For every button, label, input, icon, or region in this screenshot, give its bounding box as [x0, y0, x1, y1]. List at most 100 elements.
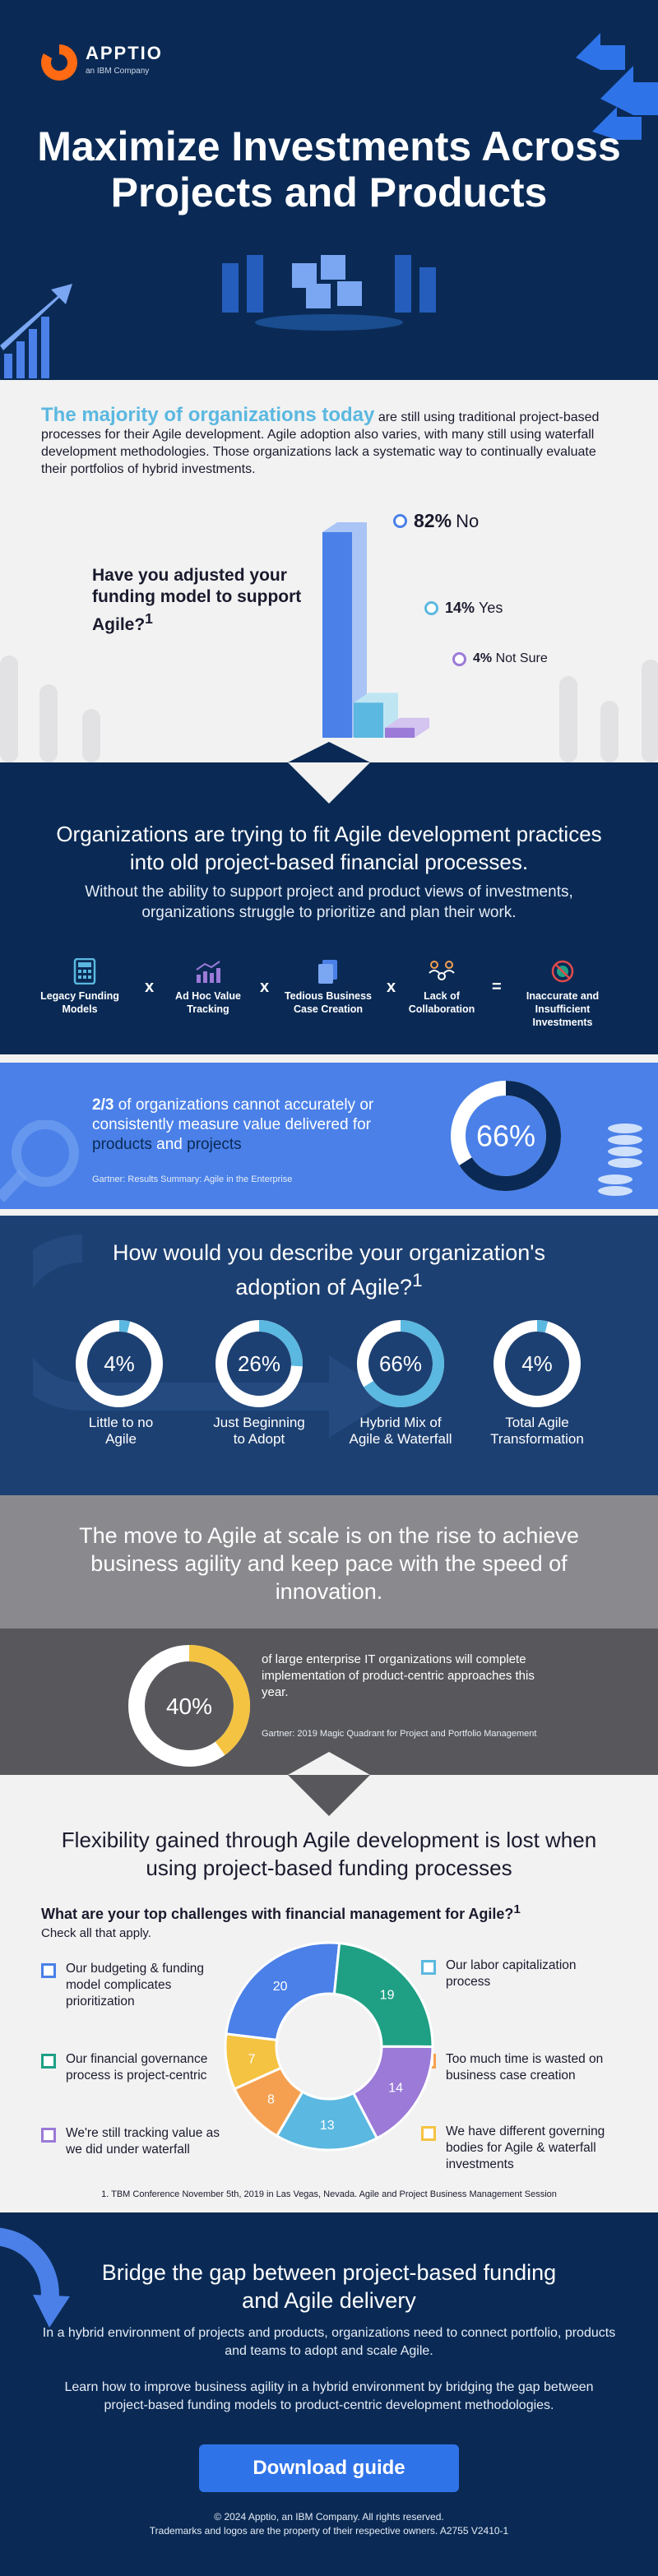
pointer-notch: [288, 1775, 370, 1816]
challenge-tracking: We're still tracking value as we did und…: [41, 2125, 239, 2158]
legend-not-sure: 4% Not Sure: [452, 651, 548, 666]
slice-value-label: 13: [320, 2119, 335, 2133]
arrow-watermark-icon: [33, 1235, 395, 1438]
challenge-labor: Our labor capitalization process: [421, 1957, 602, 1990]
operator-times: x: [387, 978, 396, 996]
donut-value-label: 66%: [476, 1119, 535, 1153]
bridge-title: Bridge the gap between project-based fun…: [101, 2260, 557, 2313]
bridge-paragraph-2: Learn how to improve business agility in…: [64, 2380, 594, 2412]
slice-value-label: 20: [273, 1980, 288, 1994]
product-centric-donut-chart: 40%: [128, 1645, 250, 1767]
brand-name: APPTIO: [86, 43, 163, 63]
bar-front: [322, 532, 352, 738]
adoption-title: How would you describe your organization…: [113, 1240, 545, 1300]
donut-66-percent: 66%: [451, 1081, 561, 1191]
growth-arrow-icon: [0, 284, 72, 378]
slice-shape: [332, 1941, 434, 2048]
checkbox-icon: [41, 1963, 56, 1978]
challenges-title: Flexibility gained through Agile develop…: [61, 1828, 597, 1880]
download-guide-button[interactable]: Download guide: [199, 2444, 459, 2492]
adoption-donut-2: 26%: [215, 1320, 303, 1407]
funding-question: Have you adjusted your funding model to …: [92, 566, 302, 634]
agile-scale-section: The move to Agile at scale is on the ris…: [0, 1495, 658, 1629]
bar-no: [322, 522, 367, 738]
challenge-slice-1: 20: [225, 1941, 341, 2042]
eq-item-adhoc: Ad Hoc Value Tracking: [175, 990, 241, 1015]
product-centric-stat: 40% of large enterprise IT organizations…: [0, 1629, 658, 1775]
slice-value-label: 19: [380, 1988, 395, 2002]
adoption-section: How would you describe your organization…: [0, 1216, 658, 1495]
challenge-governance: Our financial governance process is proj…: [41, 2051, 222, 2084]
legend-yes: 14% Yes: [424, 600, 503, 617]
move-stat-text: of large enterprise IT organizations wil…: [262, 1652, 541, 1742]
apptio-logo-icon: [41, 44, 77, 81]
adoption-donut-charts: 4% 26% 66% 4%: [76, 1320, 581, 1407]
adoption-donut-1: 4%: [76, 1320, 163, 1407]
cubes-illustration-icon: [222, 255, 436, 331]
donut-value-arc: [118, 1320, 131, 1333]
checkbox-icon: [421, 2126, 436, 2141]
operator-times: x: [145, 978, 155, 996]
pointer-notch: [288, 762, 370, 804]
copyright: © 2024 Apptio, an IBM Company. All right…: [149, 2511, 509, 2537]
challenge-slice-6: 7: [224, 2032, 283, 2091]
checkbox-icon: [421, 1960, 436, 1975]
donut-value-label: 66%: [379, 1351, 422, 1376]
eq-item-tedious: Tedious Business Case Creation: [284, 990, 373, 1015]
donut-value-label: 40%: [166, 1693, 212, 1719]
apptio-logo: APPTIO an IBM Company: [41, 44, 163, 81]
legend-no: 82% No: [393, 510, 479, 532]
intro-section: The majority of organizations today are …: [0, 380, 658, 762]
footnote: 1. TBM Conference November 5th, 2019 in …: [101, 2189, 557, 2199]
challenge-governing-bodies: We have different governing bodies for A…: [421, 2124, 619, 2173]
bridge-paragraph-1: In a hybrid environment of projects and …: [42, 2326, 616, 2358]
calculator-icon: [73, 958, 96, 985]
slice-value-label: 14: [388, 2081, 403, 2095]
challenges-instruction: Check all that apply.: [41, 1926, 151, 1940]
bar-front: [385, 727, 415, 738]
agile-fit-section: Organizations are trying to fit Agile de…: [0, 762, 658, 1054]
challenges-section: Flexibility gained through Agile develop…: [0, 1775, 658, 2212]
bridge-section: Bridge the gap between project-based fun…: [0, 2212, 658, 2576]
checkbox-icon: [41, 2054, 56, 2069]
stat-section: 2/3 of organizations cannot accurately o…: [0, 1063, 658, 1209]
adoption-donut-4: 4%: [494, 1320, 581, 1407]
funding-bar-chart: [322, 522, 429, 738]
donut-value-arc: [188, 1645, 250, 1755]
slice-shape: [225, 1941, 341, 2042]
collaboration-icon: [429, 961, 455, 980]
brand-sub: an IBM Company: [86, 67, 150, 76]
checkbox-icon: [41, 2128, 56, 2143]
operator-equals: =: [492, 978, 502, 996]
move-source: Gartner: 2019 Magic Quadrant for Project…: [262, 1729, 537, 1739]
eq-item-legacy: Legacy Funding Models: [40, 990, 119, 1015]
slice-shape: [224, 2032, 283, 2091]
bar-front: [354, 702, 383, 738]
arrows-decoration-icon: [576, 33, 658, 140]
donut-value-arc: [459, 1081, 561, 1191]
challenges-donut-chart: 20 19 14 13 8 7: [224, 1941, 434, 2152]
stat-donut-chart: 66%: [451, 1081, 561, 1191]
adoption-label-little: Little to no Agile: [88, 1415, 154, 1447]
bar-side: [415, 717, 429, 738]
legend-dot-icon: [393, 514, 407, 528]
no-money-icon: [551, 960, 574, 983]
donut-40-percent: 40%: [128, 1645, 250, 1767]
donut-value-arc: [364, 1320, 444, 1407]
chart-trend-icon: [196, 961, 220, 983]
move-title: The move to Agile at scale is on the ris…: [79, 1523, 579, 1604]
fit-subtitle: Without the ability to support project a…: [85, 883, 573, 921]
legend-dot-icon: [424, 601, 438, 615]
slice-value-label: 7: [248, 2052, 256, 2066]
adoption-label-total: Total Agile Transformation: [490, 1415, 584, 1447]
adoption-label-hybrid: Hybrid Mix of Agile & Waterfall: [349, 1415, 452, 1447]
bar-not-sure: [385, 717, 429, 738]
coin-stack-icon: [596, 1122, 644, 1198]
hero-section: APPTIO an IBM Company Maximize Investment…: [0, 0, 658, 380]
donut-value-label: 26%: [238, 1351, 280, 1376]
donut-value-label: 4%: [104, 1351, 135, 1376]
operator-times: x: [260, 978, 270, 996]
challenge-business-case: Too much time is wasted on business case…: [421, 2051, 610, 2084]
stat-text: 2/3 of organizations cannot accurately o…: [92, 1096, 388, 1189]
intro-paragraph: The majority of organizations today are …: [41, 404, 600, 477]
